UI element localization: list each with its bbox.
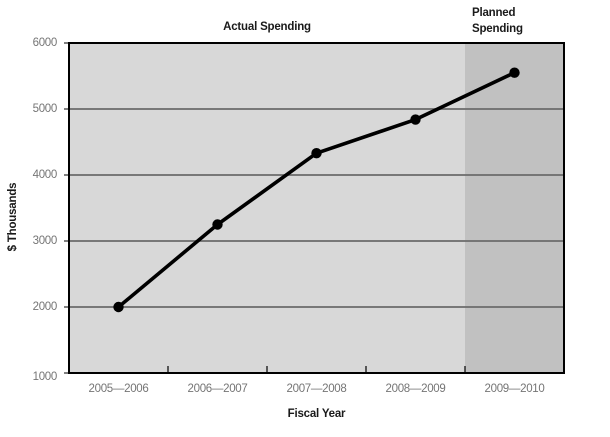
x-tick-label-1: 2006—2007 (187, 383, 248, 395)
x-tick-label-4: 2009—2010 (484, 383, 545, 395)
data-point-2008—2009 (410, 114, 421, 125)
x-tick-label-3: 2008—2009 (385, 383, 446, 395)
data-point-2007—2008 (311, 148, 322, 159)
plot-frame (68, 42, 565, 374)
data-point-2006—2007 (212, 219, 223, 230)
x-axis-title: Fiscal Year (287, 408, 346, 420)
y-tick-label-5000: 5000 (32, 103, 58, 115)
y-tick-label-3000: 3000 (32, 235, 58, 247)
region-actual (69, 43, 465, 373)
x-tick-label-2: 2007—2008 (286, 383, 347, 395)
y-tick-label-4000: 4000 (32, 169, 58, 181)
y-tick-label-1000: 1000 (32, 371, 58, 383)
x-tick-label-0: 2005—2006 (88, 383, 149, 395)
data-point-2009—2010 (509, 67, 520, 78)
data-point-2005—2006 (113, 301, 124, 313)
region-planned (465, 43, 564, 373)
y-tick-label-2000: 2000 (32, 301, 58, 313)
planned-spending-title: Planned Spending (472, 7, 523, 35)
actual-spending-title: Actual Spending (223, 21, 311, 33)
y-tick-label-6000: 6000 (32, 37, 58, 49)
